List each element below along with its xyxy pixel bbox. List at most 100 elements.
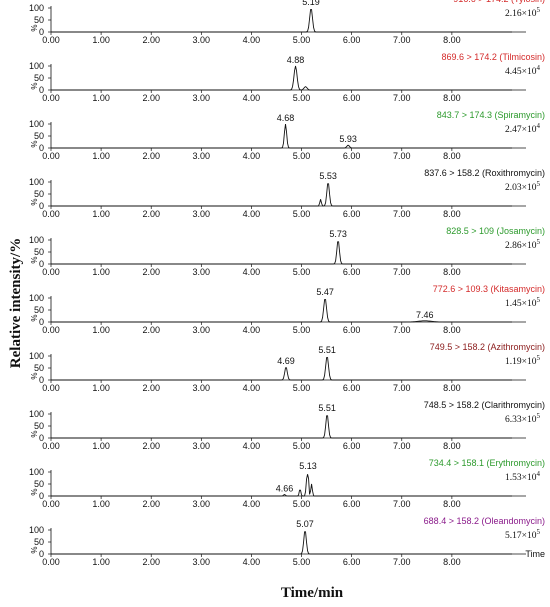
x-tick-label: 3.00 [193, 209, 211, 219]
x-tick-label: 7.00 [393, 325, 411, 335]
intensity-exponent: 4 [537, 470, 541, 478]
x-tick-label: 8.00 [443, 209, 461, 219]
transition-label: 843.7 > 174.3 (Spiramycin) [437, 110, 545, 120]
intensity-exponent: 5 [537, 528, 541, 536]
x-tick-label: 6.00 [343, 499, 361, 509]
x-tick-label: 2.00 [142, 441, 160, 451]
x-tick-label: 6.00 [343, 93, 361, 103]
intensity-label: 6.33×105 [505, 412, 540, 425]
x-tick-label: 3.00 [193, 441, 211, 451]
x-tick-label: 7.00 [393, 151, 411, 161]
x-tick-label: 7.00 [393, 267, 411, 277]
x-tick-label: 7.00 [393, 93, 411, 103]
peak-label: 5.13 [299, 461, 317, 471]
x-tick-label: 5.00 [293, 557, 311, 567]
peak-label: 5.51 [318, 403, 336, 413]
intensity-mantissa: 2.03×10 [505, 183, 537, 193]
time-axis-label: Time [525, 549, 545, 559]
intensity-mantissa: 4.45×10 [505, 67, 537, 77]
x-tick-label: 4.00 [243, 209, 261, 219]
transition-label: 828.5 > 109 (Josamycin) [446, 226, 545, 236]
y-tick-label: 100 [29, 61, 44, 71]
intensity-label: 5.17×105 [505, 528, 540, 541]
x-tick-label: 0.00 [42, 35, 60, 45]
x-tick-label: 1.00 [92, 441, 110, 451]
intensity-exponent: 5 [537, 180, 541, 188]
y-unit-label: % [30, 314, 39, 321]
x-tick-label: 3.00 [193, 151, 211, 161]
x-tick-label: 4.00 [243, 267, 261, 277]
y-unit-label: % [30, 198, 39, 205]
intensity-exponent: 5 [537, 412, 541, 420]
y-tick-label: 100 [29, 409, 44, 419]
y-tick-label: 0 [39, 201, 44, 211]
x-tick-label: 8.00 [443, 383, 461, 393]
x-tick-label: 6.00 [343, 441, 361, 451]
x-tick-label: 1.00 [92, 209, 110, 219]
x-tick-label: 8.00 [443, 93, 461, 103]
x-tick-label: 1.00 [92, 325, 110, 335]
chromatogram-panel: 100 50 0%0.00 1.00 2.00 3.00 4.00 5.00 6.00 7.00 8… [29, 516, 545, 567]
peak-label: 4.66 [276, 484, 294, 494]
x-tick-label: 4.00 [243, 383, 261, 393]
y-tick-label: 50 [34, 305, 44, 315]
peak-label: 5.19 [302, 0, 320, 7]
y-tick-label: 100 [29, 351, 44, 361]
x-tick-label: 4.00 [243, 93, 261, 103]
x-tick-label: 3.00 [193, 325, 211, 335]
y-unit-label: % [30, 546, 39, 553]
x-tick-label: 4.00 [243, 325, 261, 335]
x-tick-label: 0.00 [42, 441, 60, 451]
y-tick-label: 50 [34, 421, 44, 431]
y-tick-label: 50 [34, 131, 44, 141]
y-tick-label: 100 [29, 177, 44, 187]
x-tick-label: 2.00 [142, 151, 160, 161]
x-tick-label: 5.00 [293, 383, 311, 393]
peak-label: 4.69 [277, 356, 295, 366]
intensity-exponent: 4 [537, 64, 541, 72]
x-tick-label: 2.00 [142, 325, 160, 335]
y-tick-label: 0 [39, 259, 44, 269]
y-tick-label: 0 [39, 85, 44, 95]
chromatogram-trace [51, 357, 512, 381]
peak-label: 4.68 [277, 113, 295, 123]
x-tick-label: 5.00 [293, 325, 311, 335]
transition-label: 688.4 > 158.2 (Oleandomycin) [424, 516, 545, 526]
y-tick-label: 0 [39, 549, 44, 559]
peak-label: 4.88 [287, 55, 305, 65]
x-tick-label: 3.00 [193, 383, 211, 393]
y-tick-label: 100 [29, 119, 44, 129]
y-unit-label: % [30, 256, 39, 263]
peak-label: 5.51 [318, 345, 336, 355]
chromatogram-panel: 100 50 0%0.00 1.00 2.00 3.00 4.00 5.00 6.00 7.00 8… [29, 458, 545, 509]
x-tick-label: 7.00 [393, 35, 411, 45]
x-tick-label: 0.00 [42, 499, 60, 509]
y-tick-label: 50 [34, 363, 44, 373]
x-tick-label: 1.00 [92, 383, 110, 393]
x-tick-label: 0.00 [42, 93, 60, 103]
x-tick-label: 6.00 [343, 557, 361, 567]
chromatogram-trace [51, 183, 512, 207]
x-tick-label: 0.00 [42, 267, 60, 277]
y-tick-label: 100 [29, 293, 44, 303]
chromatogram-panel: 100 50 0%0.00 1.00 2.00 3.00 4.00 5.00 6.00 7.00 8… [29, 342, 545, 393]
x-tick-label: 2.00 [142, 557, 160, 567]
y-tick-label: 0 [39, 375, 44, 385]
x-tick-label: 8.00 [443, 441, 461, 451]
x-tick-label: 4.00 [243, 151, 261, 161]
x-tick-label: 8.00 [443, 35, 461, 45]
x-tick-label: 6.00 [343, 325, 361, 335]
y-tick-label: 100 [29, 235, 44, 245]
x-tick-label: 2.00 [142, 267, 160, 277]
x-tick-label: 0.00 [42, 209, 60, 219]
x-tick-label: 7.00 [393, 557, 411, 567]
x-tick-label: 8.00 [443, 267, 461, 277]
y-tick-label: 100 [29, 3, 44, 13]
x-tick-label: 5.00 [293, 209, 311, 219]
x-tick-label: 1.00 [92, 151, 110, 161]
y-tick-label: 50 [34, 15, 44, 25]
x-tick-label: 7.00 [393, 441, 411, 451]
x-tick-label: 6.00 [343, 383, 361, 393]
peak-label: 5.93 [339, 134, 357, 144]
